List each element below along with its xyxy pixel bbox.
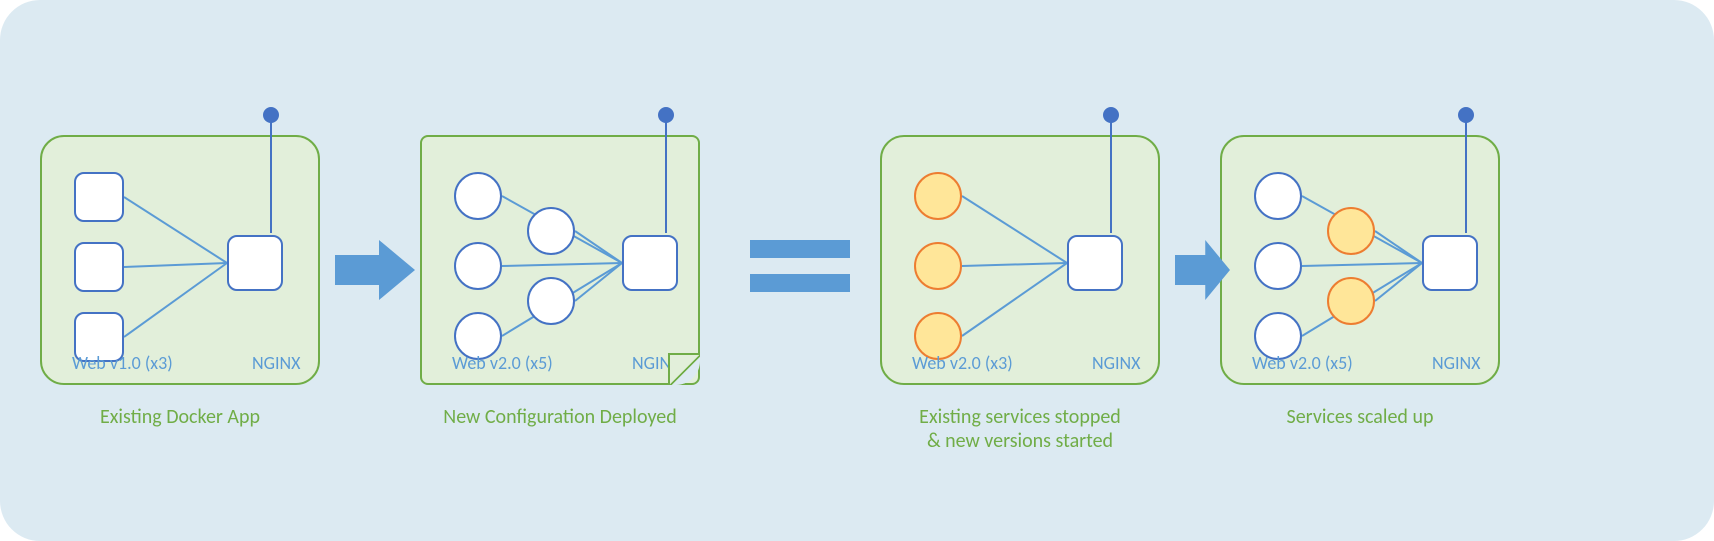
- nginx-label: NGINX: [632, 352, 680, 374]
- service-node: [914, 172, 962, 220]
- diagram-canvas: Web v1.0 (x3) NGINX Existing Docker App Web…: [0, 0, 1714, 541]
- port-line: [665, 115, 667, 233]
- service-node: [74, 172, 124, 222]
- service-node: [914, 242, 962, 290]
- panel-stopped: Web v2.0 (x3) NGINX: [880, 135, 1160, 385]
- flow-arrow: [335, 235, 415, 315]
- service-node: [1254, 242, 1302, 290]
- port-endpoint: [1458, 107, 1474, 123]
- service-node: [1327, 207, 1375, 255]
- nginx-label: NGINX: [252, 352, 300, 374]
- panel-caption: New Configuration Deployed: [410, 405, 710, 429]
- service-node: [527, 277, 575, 325]
- panel-caption: Services scaled up: [1210, 405, 1510, 429]
- nginx-node: [227, 235, 283, 291]
- web-label: Web v2.0 (x5): [1252, 352, 1353, 374]
- port-line: [1110, 115, 1112, 233]
- service-node: [527, 207, 575, 255]
- panel-newconfig: Web v2.0 (x5) NGINX: [420, 135, 700, 385]
- panel-caption: Existing services stopped & new versions…: [870, 405, 1170, 453]
- equals-connector: [750, 240, 850, 300]
- nginx-node: [1422, 235, 1478, 291]
- service-node: [74, 242, 124, 292]
- flow-arrow: [1175, 235, 1230, 315]
- port-endpoint: [658, 107, 674, 123]
- port-endpoint: [263, 107, 279, 123]
- nginx-node: [1067, 235, 1123, 291]
- nginx-label: NGINX: [1092, 352, 1140, 374]
- web-label: Web v2.0 (x5): [452, 352, 553, 374]
- web-label: Web v2.0 (x3): [912, 352, 1013, 374]
- service-node: [454, 172, 502, 220]
- port-endpoint: [1103, 107, 1119, 123]
- web-label: Web v1.0 (x3): [72, 352, 173, 374]
- port-line: [1465, 115, 1467, 233]
- nginx-node: [622, 235, 678, 291]
- port-line: [270, 115, 272, 233]
- panel-caption: Existing Docker App: [30, 405, 330, 429]
- service-node: [1254, 172, 1302, 220]
- service-node: [1327, 277, 1375, 325]
- nginx-label: NGINX: [1432, 352, 1480, 374]
- panel-scaled: Web v2.0 (x5) NGINX: [1220, 135, 1500, 385]
- panel-existing: Web v1.0 (x3) NGINX: [40, 135, 320, 385]
- service-node: [454, 242, 502, 290]
